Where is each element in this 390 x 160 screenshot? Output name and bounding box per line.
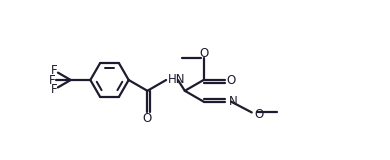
Text: O: O [199, 47, 208, 60]
Text: F: F [49, 73, 55, 87]
Text: O: O [143, 112, 152, 125]
Text: O: O [227, 73, 236, 87]
Text: F: F [51, 83, 58, 96]
Text: N: N [229, 95, 238, 108]
Text: O: O [255, 108, 264, 121]
Text: HN: HN [168, 72, 186, 85]
Text: F: F [51, 64, 58, 77]
